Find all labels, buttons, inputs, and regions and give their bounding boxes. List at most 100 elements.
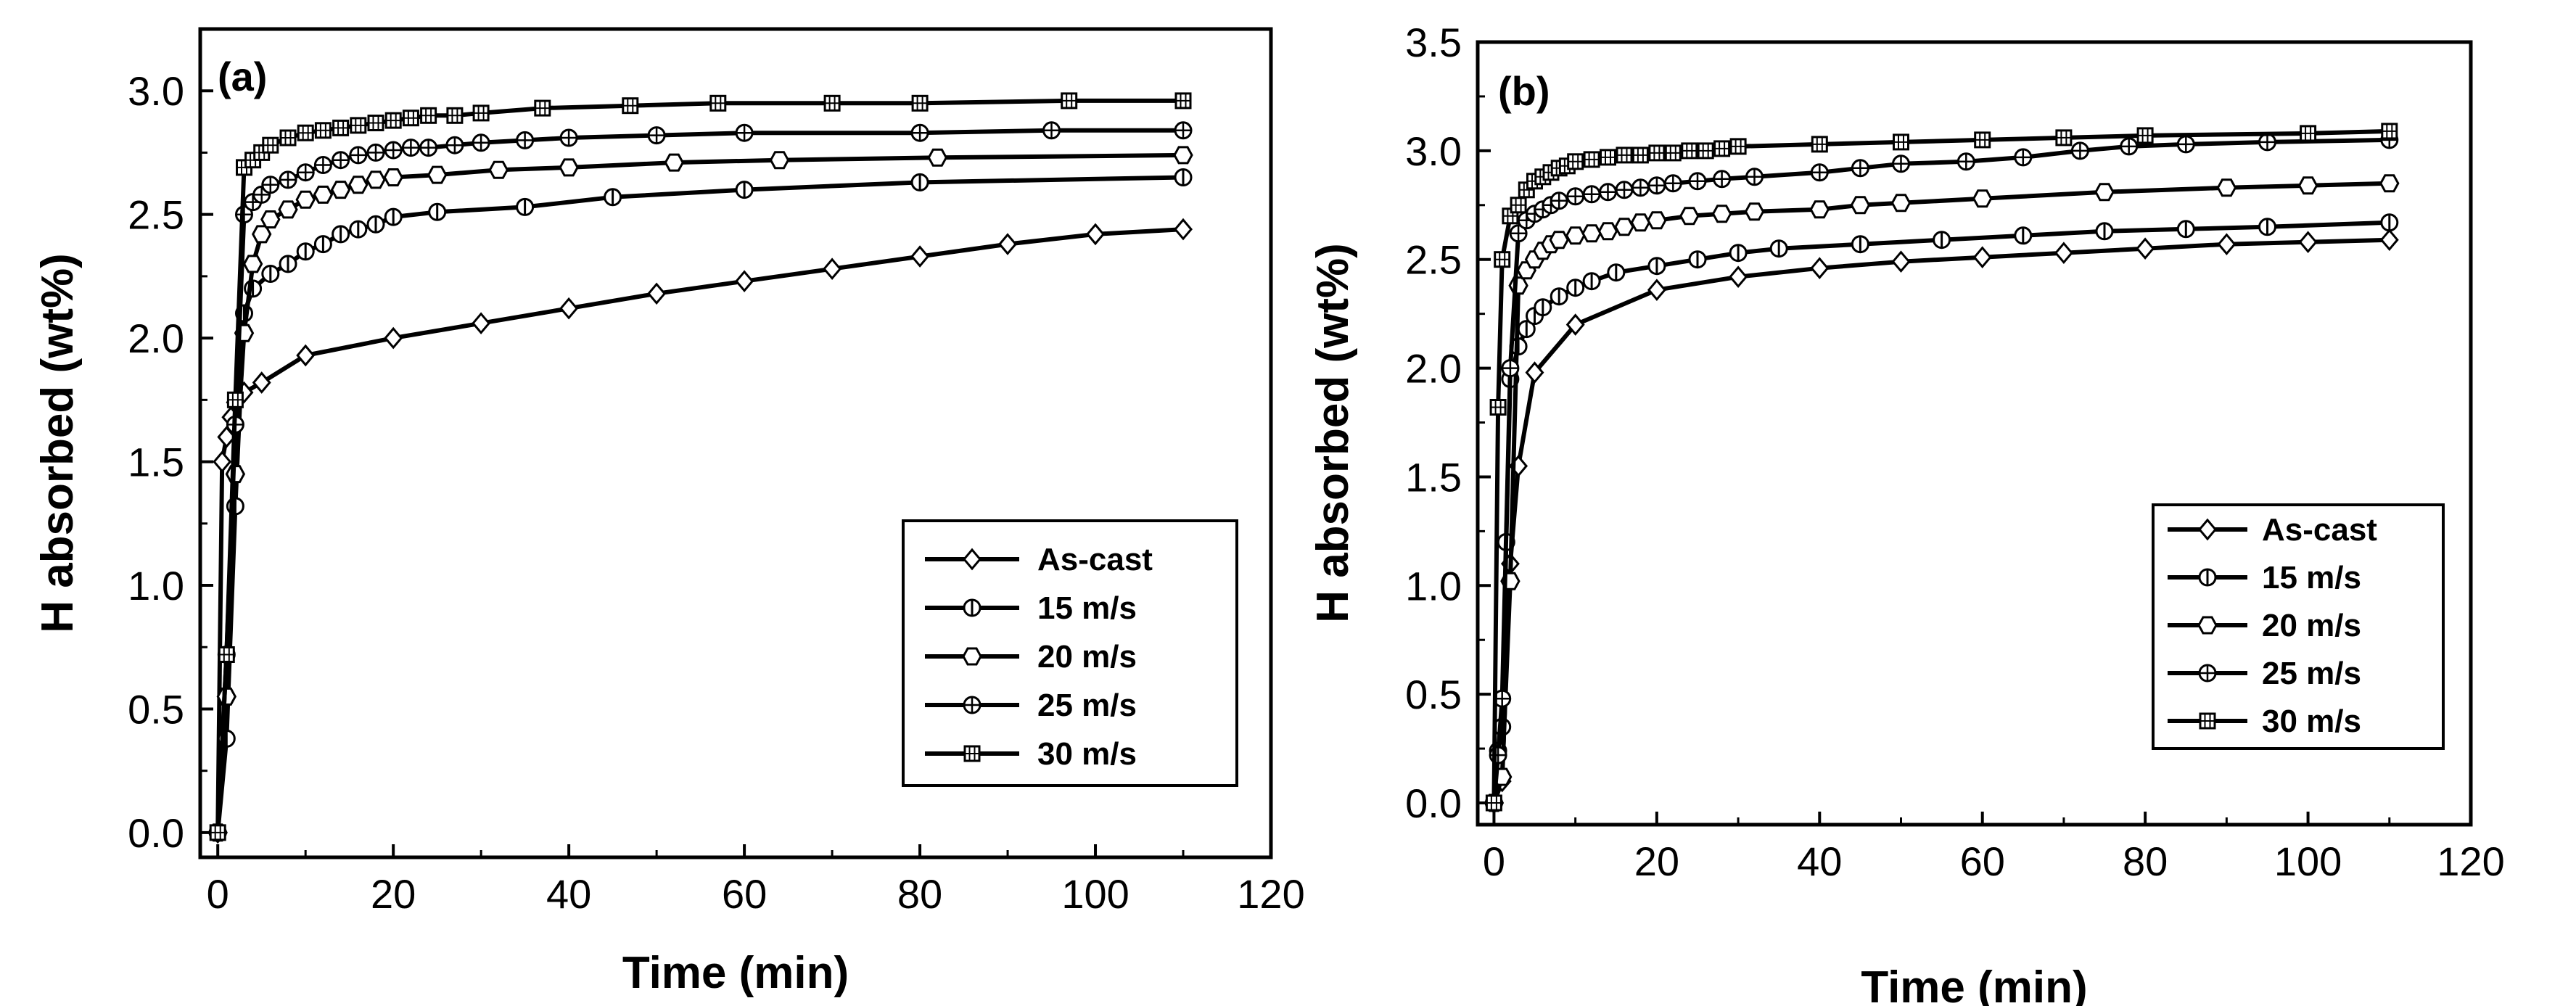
panel-a-data-point xyxy=(735,271,754,292)
panel-b-y-tick-label: 2.5 xyxy=(1405,237,1462,283)
panel-a-data-point xyxy=(383,168,403,186)
panel-b-y-tick-label: 2.0 xyxy=(1405,346,1462,392)
panel-a-data-point xyxy=(559,297,578,319)
panel-a-data-point xyxy=(349,146,368,165)
panel-b-data-point xyxy=(1510,197,1527,214)
panel-b-data-point xyxy=(1972,189,1993,208)
panel-a-data-point xyxy=(472,104,490,122)
panel-a-data-point xyxy=(1174,218,1193,240)
panel-a-data-point xyxy=(384,141,403,160)
panel-a-panel-label: (a) xyxy=(218,54,267,99)
panel-a-data-point xyxy=(1174,92,1192,110)
panel-a-data-point xyxy=(516,131,535,149)
panel-a-data-point xyxy=(647,283,666,305)
panel-a-data-point xyxy=(1174,168,1193,186)
panel-a-data-point xyxy=(998,234,1017,255)
panel-b-data-point xyxy=(1631,178,1650,197)
panel-b-data-point xyxy=(1745,202,1764,221)
panel-a-x-axis-label: Time (min) xyxy=(622,948,849,998)
panel-a-legend-box xyxy=(902,519,1238,787)
panel-a-data-point xyxy=(401,139,420,157)
panel-b-data-point xyxy=(2380,213,2399,232)
panel-b-data-point xyxy=(1615,181,1634,199)
panel-b-x-tick-label: 60 xyxy=(1960,838,2005,884)
panel-a-x-tick-label: 80 xyxy=(897,871,942,917)
panel-a-data-point xyxy=(260,210,281,228)
panel-a-legend: As-cast 15 m/s 20 m/s 25 m/s 30 m/s xyxy=(902,519,1238,787)
panel-b-x-tick-label: 0 xyxy=(1483,838,1505,884)
panel-b-data-point xyxy=(2381,123,2398,140)
panel-a-legend-marker xyxy=(963,598,982,617)
panel-b-y-tick-label: 3.0 xyxy=(1405,128,1462,174)
panel-a-data-point xyxy=(516,197,535,216)
panel-a-data-point xyxy=(367,115,384,131)
panel-a-y-axis-label: H absorbed (wt%) xyxy=(33,253,83,633)
panel-a: 0 20 40 60 80 100 120 0.0 0.5 1.0 1.5 2.0 2.5 3.0 Time… xyxy=(33,27,1305,998)
panel-a-data-point xyxy=(604,188,622,207)
panel-b-series-2 xyxy=(1484,174,2400,812)
panel-b-data-point xyxy=(1607,263,1626,282)
panel-b-x-axis-label: Time (min) xyxy=(1861,962,2087,1006)
panel-a-data-point xyxy=(313,156,332,174)
panel-b-plot-frame xyxy=(1476,40,2473,827)
panel-b-y-tick-label: 0.0 xyxy=(1405,780,1462,826)
panel-b-data-point xyxy=(2176,135,2195,154)
panel-a-data-point xyxy=(332,225,350,244)
panel-a-data-point xyxy=(261,265,280,283)
panel-a-data-point xyxy=(823,258,841,280)
panel-a-data-point xyxy=(279,129,297,147)
panel-a-data-point xyxy=(910,173,929,191)
panel-a-data-point xyxy=(1173,146,1193,165)
panel-b-data-point xyxy=(1501,359,1520,378)
panel-b-data-point xyxy=(1688,250,1707,269)
panel-b-data-point xyxy=(1729,266,1748,288)
panel-a-data-point xyxy=(218,646,235,663)
panel-b-data-point xyxy=(2299,231,2318,253)
panel-b-data-point xyxy=(1567,153,1584,170)
panel-b-data-point xyxy=(2379,174,2400,193)
panel-b-data-point xyxy=(2054,242,2073,264)
panel-a-legend-label: 15 m/s xyxy=(1037,590,1137,626)
panel-a-data-point xyxy=(243,255,263,273)
panel-b-data-point xyxy=(1489,399,1507,416)
panel-a-data-point xyxy=(313,235,332,254)
panel-a-x-tick-label: 0 xyxy=(207,871,229,917)
panel-a-x-tick-label: 20 xyxy=(371,871,416,917)
panel-b-series-0 xyxy=(1484,229,2399,814)
panel-b-data-point xyxy=(1565,226,1586,245)
panel-b-data-point xyxy=(2258,218,2276,236)
panel-a-y-tick-label: 3.0 xyxy=(128,68,184,114)
panel-a-data-point xyxy=(911,94,929,112)
panel-b-data-point xyxy=(1630,213,1650,232)
panel-a-data-point xyxy=(331,181,351,199)
panel-b-data-point xyxy=(1550,191,1568,210)
panel-a-data-point xyxy=(296,163,315,182)
panel-b-legend-marker xyxy=(2198,664,2217,683)
panel-b-data-point xyxy=(2136,127,2154,144)
panel-b-data-point xyxy=(2014,148,2033,167)
panel-b-data-point xyxy=(1598,222,1618,241)
panel-a-data-point xyxy=(295,190,316,209)
panel-b-legend-label: As-cast xyxy=(2262,512,2377,548)
panel-b-data-point xyxy=(2258,133,2276,152)
panel-a-legend-marker xyxy=(962,647,982,666)
panel-b-data-point xyxy=(1614,218,1634,236)
panel-a-series-3 xyxy=(208,121,1193,842)
panel-b-data-point xyxy=(1600,149,1616,166)
panel-b-data-point xyxy=(1647,279,1666,301)
panel-b-data-point xyxy=(1583,151,1600,168)
panel-a-legend-label: 25 m/s xyxy=(1037,688,1137,723)
panel-b-data-point xyxy=(1973,247,1992,268)
panel-a-x-tick-label: 100 xyxy=(1061,871,1129,917)
panel-a-series-4 xyxy=(209,92,1192,841)
panel-b-panel-label: (b) xyxy=(1498,68,1550,114)
panel-b-data-point xyxy=(2298,176,2318,195)
panel-a-data-point xyxy=(664,153,684,172)
panel-a-data-point xyxy=(402,110,419,127)
panel-a-series-2 xyxy=(207,146,1193,842)
panel-b-data-point xyxy=(1663,174,1682,193)
panel-a-data-point xyxy=(622,97,639,115)
panel-a-y-tick-label: 1.5 xyxy=(128,440,184,485)
panel-a-data-point xyxy=(910,246,929,268)
panel-a-data-point xyxy=(1174,121,1193,140)
